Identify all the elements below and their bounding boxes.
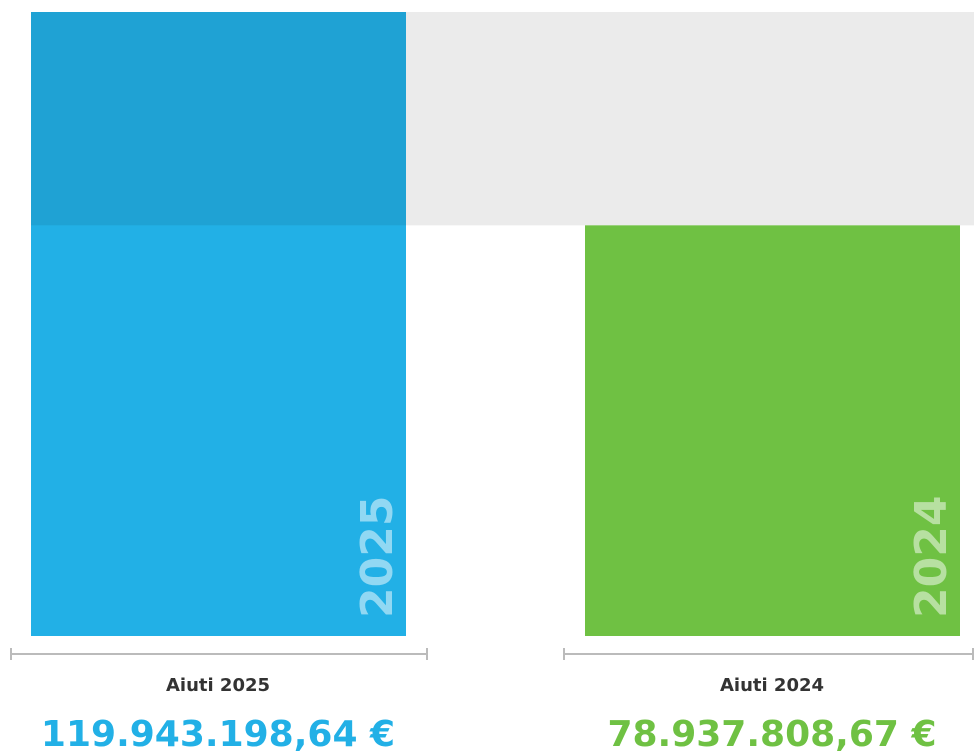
bar [585, 225, 960, 636]
caption: Aiuti 2024 [720, 675, 824, 696]
year-label: 2024 [906, 496, 957, 618]
caption: Aiuti 2025 [166, 675, 270, 696]
year-label: 2025 [352, 496, 403, 618]
value-label: 78.937.808,67 € [607, 714, 936, 752]
bar [31, 12, 406, 636]
value-label: 119.943.198,64 € [41, 714, 395, 752]
difference-band [406, 12, 974, 226]
bar-overlap [31, 12, 406, 226]
